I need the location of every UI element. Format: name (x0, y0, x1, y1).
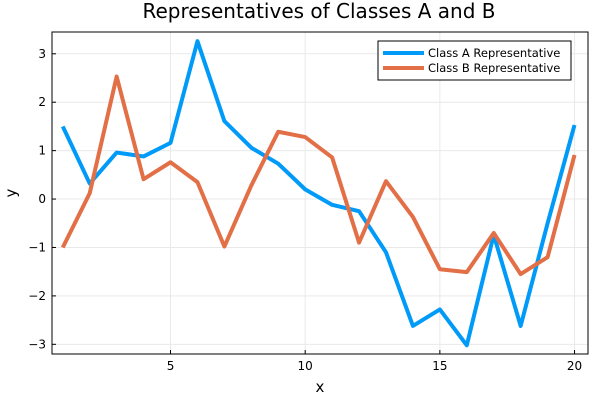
series-line-class-a (60, 39, 577, 348)
plot-frame (51, 31, 589, 355)
y-tick-label: −3 (28, 337, 46, 351)
y-tick-label: 3 (38, 47, 46, 61)
series-line-class-b (60, 74, 577, 277)
y-tick-label: 0 (38, 192, 46, 206)
y-tick-label: −1 (28, 240, 46, 254)
x-tick-label: 10 (298, 359, 313, 373)
y-axis-ticks: −3 −2 −1 0 1 2 3 (28, 47, 56, 351)
legend-entry-label: Class A Representative (428, 46, 560, 60)
x-tick-label: 15 (432, 359, 447, 373)
legend-entry-label: Class B Representative (428, 61, 560, 75)
chart-title: Representatives of Classes A and B (143, 0, 496, 23)
x-axis-ticks: 5 10 15 20 (167, 350, 582, 373)
legend-box (377, 40, 572, 81)
y-tick-label: 1 (38, 144, 46, 158)
y-axis-label: y (2, 188, 20, 197)
x-tick-label: 5 (167, 359, 175, 373)
series-layer (60, 39, 577, 348)
x-axis-label: x (316, 378, 325, 396)
y-tick-label: −2 (28, 289, 46, 303)
x-tick-label: 20 (567, 359, 582, 373)
y-tick-label: 2 (38, 95, 46, 109)
